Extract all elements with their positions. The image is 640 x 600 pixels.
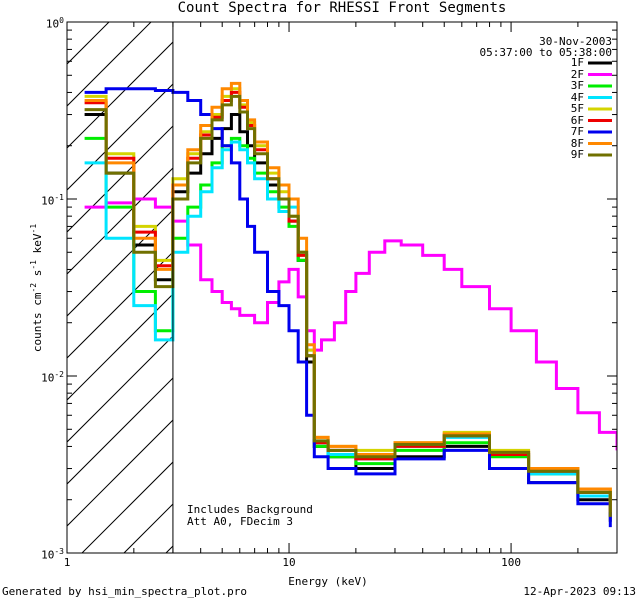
hatch-line (67, 419, 173, 527)
series-line-2F (84, 197, 617, 451)
hatch-line (67, 377, 173, 485)
hatch-line (67, 83, 173, 191)
legend-label-2F: 2F (570, 67, 584, 81)
hatch-line (81, 461, 173, 553)
annotation-background: Includes Background (187, 503, 313, 516)
axis-ticks (66, 21, 618, 554)
annotation-attenuator: Att A0, FDecim 3 (187, 515, 293, 528)
y-tick-label: 10-1 (41, 193, 64, 208)
legend-label-4F: 4F (570, 90, 584, 104)
hatch-line (67, 22, 152, 107)
x-tick-label: 10 (282, 556, 296, 569)
legend-label-8F: 8F (570, 136, 584, 150)
series-line-1F (84, 113, 612, 522)
legend-label-6F: 6F (570, 113, 584, 127)
chart-title: Count Spectra for RHESSI Front Segments (177, 0, 507, 16)
x-axis-label: Energy (keV) (288, 575, 368, 588)
series-line-8F (84, 81, 612, 513)
legend-label-7F: 7F (570, 125, 584, 138)
y-tick-label: 10-3 (41, 547, 64, 562)
footer-generated-by: Generated by hsi_min_spectra_plot.pro (2, 585, 248, 598)
series-line-5F (84, 87, 612, 513)
x-tick-label: 1 (63, 556, 71, 569)
hatch-line (67, 251, 173, 359)
series-line-7F (84, 87, 612, 528)
legend-date: 30-Nov-2003 (539, 35, 612, 48)
plot-frame (66, 21, 618, 554)
x-tick-label: 100 (501, 556, 521, 569)
hatch-line (67, 209, 173, 317)
legend-time-range: 05:37:00 to 05:38:00 (479, 46, 612, 59)
y-axis-label: counts cm-2 s-1 keV-1 (29, 223, 44, 353)
y-tick-label: 100 (45, 16, 64, 31)
legend-label-1F: 1F (570, 56, 584, 69)
legend-label-5F: 5F (570, 102, 584, 115)
footer-timestamp: 12-Apr-2023 09:13 (523, 585, 636, 598)
y-tick-label: 10-2 (41, 370, 64, 385)
series-line-3F (84, 136, 612, 517)
legend-swatches (588, 61, 612, 157)
legend-label-3F: 3F (570, 79, 584, 92)
series-line-9F (84, 94, 612, 517)
legend-label-9F: 9F (570, 148, 584, 161)
